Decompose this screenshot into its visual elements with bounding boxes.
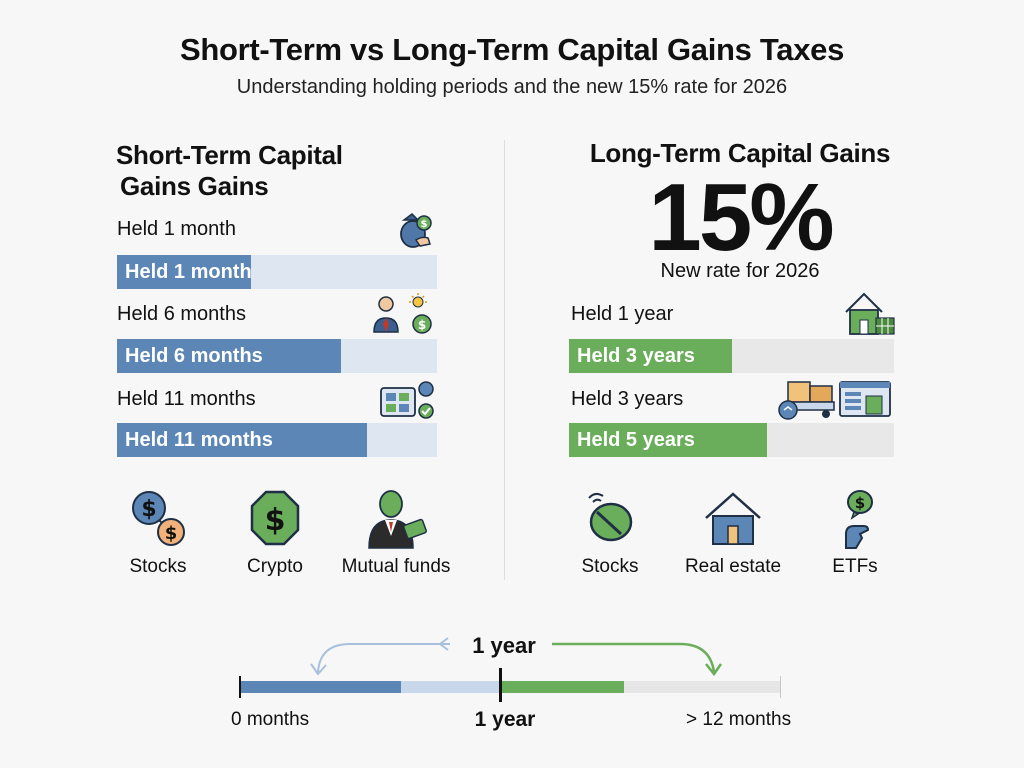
svg-text:$: $ xyxy=(418,318,426,332)
short-term-heading-line1: Short-Term Capital xyxy=(116,140,343,170)
long-term-bar: Held 5 years xyxy=(569,423,894,457)
timeline-mid-label: 1 year xyxy=(474,708,536,731)
asset-label: Crypto xyxy=(247,556,303,577)
delivery-browser-icon xyxy=(778,381,891,420)
short-term-asset: $ $ Stocks xyxy=(98,488,218,578)
wifi-oval-icon xyxy=(588,492,633,542)
long-term-row-label: Held 3 years xyxy=(571,388,684,410)
short-term-heading: Short-Term Capital Gains Gains xyxy=(116,140,343,202)
long-term-bar-text: Held 3 years xyxy=(577,345,695,367)
short-term-bar-fill xyxy=(117,339,341,373)
short-term-bar: Held 11 months xyxy=(117,423,437,457)
investor-suit-icon xyxy=(368,490,427,549)
crypto-dollar-icon: $ xyxy=(250,490,300,546)
house-icon xyxy=(705,492,761,545)
short-term-bar: Held 6 months xyxy=(117,339,437,373)
short-term-arrowhead xyxy=(310,663,327,676)
timeline-long-segment xyxy=(500,681,624,693)
short-term-bar: Held 1 month xyxy=(117,255,437,289)
short-term-bar-text: Held 11 months xyxy=(125,429,273,451)
money-bag-hand-icon: $ xyxy=(400,213,432,248)
timeline-long-light-segment xyxy=(624,681,781,693)
short-term-bar-fill xyxy=(117,423,367,457)
short-term-row-label: Held 11 months xyxy=(117,388,256,410)
timeline-arrows xyxy=(310,637,723,677)
long-term-asset: Real estate xyxy=(673,488,793,578)
hand-dollar-bubble-icon: $ xyxy=(845,490,873,549)
short-term-bar-text: Held 1 month xyxy=(125,261,252,283)
dollar-coins-icon: $ $ xyxy=(132,491,185,546)
asset-label: Stocks xyxy=(581,556,639,577)
short-term-asset: $ Crypto xyxy=(215,488,335,578)
asset-label: ETFs xyxy=(832,556,878,577)
asset-label: Stocks xyxy=(129,556,187,577)
long-term-asset: Stocks xyxy=(550,488,670,578)
long-term-row-label: Held 1 year xyxy=(571,303,674,325)
long-term-rate: 15% xyxy=(648,164,834,271)
timeline-short-light-segment xyxy=(401,681,500,693)
short-term-bar-text: Held 6 months xyxy=(125,345,263,367)
svg-text:$: $ xyxy=(265,503,286,538)
svg-text:$: $ xyxy=(421,219,428,230)
long-term-asset: $ ETFs xyxy=(795,488,915,578)
long-term-bar-text: Held 5 years xyxy=(577,429,695,451)
long-term-arrow xyxy=(552,642,716,673)
timeline-track xyxy=(241,681,781,693)
svg-text:$: $ xyxy=(855,494,865,512)
asset-label: Real estate xyxy=(684,556,782,577)
short-term-arrow xyxy=(317,643,450,673)
short-term-asset: Mutual funds xyxy=(336,488,456,578)
timeline-end-tick xyxy=(780,676,781,698)
timeline-one-year-marker xyxy=(499,668,502,702)
timeline-start-tick xyxy=(239,676,241,698)
svg-text:$: $ xyxy=(165,523,178,544)
timeline-short-segment xyxy=(241,681,401,693)
person-sun-money-icon: $ xyxy=(373,293,432,334)
short-term-bar-fill xyxy=(117,255,252,289)
timeline-end-label: > 12 months xyxy=(686,709,792,730)
column-divider xyxy=(504,140,505,580)
timeline-start-label: 0 months xyxy=(231,709,310,730)
rate-caption: New rate for 2026 xyxy=(660,260,820,282)
asset-label: Mutual funds xyxy=(341,556,451,577)
svg-text:$: $ xyxy=(141,497,156,522)
long-term-heading: Long-Term Capital Gains xyxy=(589,138,891,168)
short-term-row-label: Held 6 months xyxy=(117,303,246,325)
house-grid-icon xyxy=(845,292,895,335)
long-term-bar-fill xyxy=(569,423,768,457)
dashboard-check-icon xyxy=(380,381,434,419)
long-term-arrowhead xyxy=(705,663,723,677)
page-title: Short-Term vs Long-Term Capital Gains Ta… xyxy=(179,32,845,67)
long-term-bar-fill xyxy=(569,339,732,373)
timeline-top-label: 1 year xyxy=(472,633,536,658)
short-term-heading-line2: Gains Gains xyxy=(120,171,269,201)
page-subtitle: Understanding holding periods and the ne… xyxy=(236,76,788,98)
short-term-row-label: Held 1 month xyxy=(117,218,236,240)
long-term-bar: Held 3 years xyxy=(569,339,894,373)
